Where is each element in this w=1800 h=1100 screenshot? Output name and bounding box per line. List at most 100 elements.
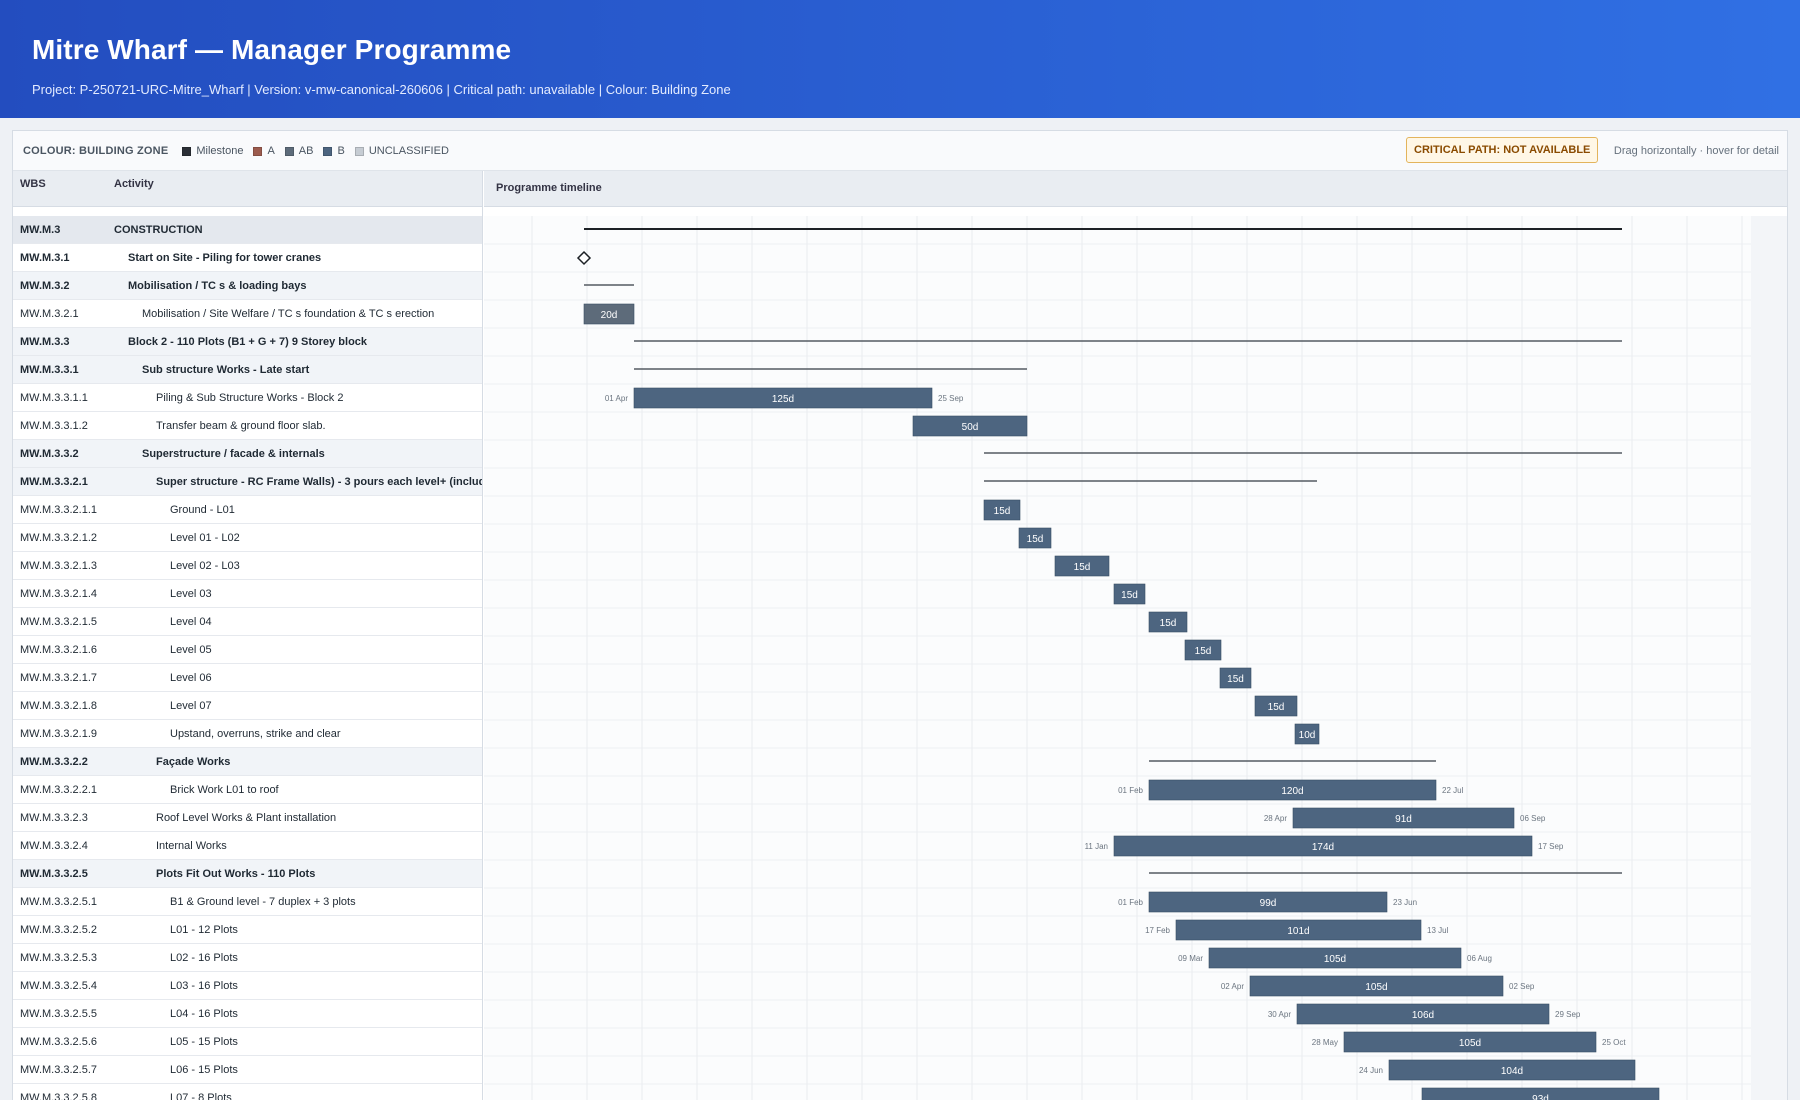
timeline-header: Programme timeline xyxy=(484,171,1787,207)
task-bar[interactable] xyxy=(1388,1059,1636,1081)
column-header-activity[interactable]: Activity xyxy=(114,178,154,190)
table-row[interactable]: MW.M.3.3.2.4 Internal Works xyxy=(13,832,482,860)
table-row[interactable]: MW.M.3.3.2.1.7 Level 06 xyxy=(13,664,482,692)
table-row[interactable]: MW.M.3.3.2.1 Super structure - RC Frame W… xyxy=(13,468,482,496)
table-row[interactable]: MW.M.3.3.2.1.2 Level 01 - L02 xyxy=(13,524,482,552)
task-bar[interactable] xyxy=(983,499,1021,521)
duration-label: 15d xyxy=(1227,674,1244,685)
legend-item: Milestone xyxy=(182,145,243,157)
wbs-code: MW.M.3.3.2.1.1 xyxy=(20,504,98,516)
table-row[interactable]: MW.M.3.3.1.1 Piling & Sub Structure Works… xyxy=(13,384,482,412)
activity-name: L04 - 16 Plots xyxy=(170,1008,238,1020)
table-row[interactable]: MW.M.3.3.2.5.6 L05 - 15 Plots xyxy=(13,1028,482,1056)
task-bar[interactable] xyxy=(1249,975,1504,997)
table-row[interactable]: MW.M.3.3.2.1.4 Level 03 xyxy=(13,580,482,608)
wbs-code: MW.M.3.3.1.2 xyxy=(20,420,88,432)
task-bar[interactable] xyxy=(1148,891,1388,913)
task-bar[interactable] xyxy=(1421,1087,1660,1100)
legend-item: A xyxy=(253,145,275,157)
activity-name: Level 06 xyxy=(170,672,212,684)
task-bar[interactable] xyxy=(1175,919,1422,941)
table-row[interactable]: MW.M.3.3.2.1.1 Ground - L01 xyxy=(13,496,482,524)
table-row[interactable]: MW.M.3.3.2.5.2 L01 - 12 Plots xyxy=(13,916,482,944)
task-bar[interactable] xyxy=(1294,723,1320,745)
end-date-label: 17 Sep xyxy=(1538,842,1564,851)
table-row[interactable]: MW.M.3.3.2.5.8 L07 - 8 Plots xyxy=(13,1084,482,1100)
wbs-code: MW.M.3.2 xyxy=(20,280,70,292)
gantt-chart[interactable]: 20d 125d 01 Apr 25 Sep 50d 15d 15d 15d 15d 15d 15d… xyxy=(484,207,1788,1100)
table-row[interactable]: MW.M.3.3.1 Sub structure Works - Late sta… xyxy=(13,356,482,384)
legend-label: UNCLASSIFIED xyxy=(368,145,449,157)
wbs-code: MW.M.3.3.2.5.5 xyxy=(20,1008,98,1020)
column-header-wbs[interactable]: WBS xyxy=(20,178,46,190)
table-row[interactable]: MW.M.3.3.1.2 Transfer beam & ground floor… xyxy=(13,412,482,440)
table-row[interactable]: MW.M.3.3.2.5.1 B1 & Ground level - 7 dupl… xyxy=(13,888,482,916)
activity-name: Super structure - RC Frame Walls) - 3 po… xyxy=(156,476,482,488)
wbs-code: MW.M.3.3.2.5.8 xyxy=(20,1092,98,1100)
task-bar[interactable] xyxy=(912,415,1028,437)
duration-label: 20d xyxy=(601,310,618,321)
task-bar[interactable] xyxy=(1184,639,1222,661)
legend-swatch xyxy=(354,146,364,156)
wbs-code: MW.M.3.3.2.1.2 xyxy=(20,532,98,544)
table-row[interactable]: MW.M.3.3.2.5.4 L03 - 16 Plots xyxy=(13,972,482,1000)
duration-label: 125d xyxy=(772,394,794,405)
activity-name: Internal Works xyxy=(156,840,227,852)
task-bar[interactable] xyxy=(1148,779,1437,801)
activity-name: L05 - 15 Plots xyxy=(170,1036,238,1048)
duration-label: 15d xyxy=(1121,590,1138,601)
activity-name: Level 02 - L03 xyxy=(170,560,240,572)
table-row[interactable]: MW.M.3.3.2.1.9 Upstand, overruns, strike … xyxy=(13,720,482,748)
table-row[interactable]: MW.M.3.3.2.3 Roof Level Works & Plant ins… xyxy=(13,804,482,832)
table-row[interactable]: MW.M.3.3.2.2.1 Brick Work L01 to roof xyxy=(13,776,482,804)
wbs-code: MW.M.3.3.2.5.2 xyxy=(20,924,98,936)
table-row[interactable]: MW.M.3.2.1 Mobilisation / Site Welfare / … xyxy=(13,300,482,328)
task-bar[interactable] xyxy=(633,387,933,409)
task-bar[interactable] xyxy=(1254,695,1298,717)
table-row[interactable]: MW.M.3.3.2.5 Plots Fit Out Works - 110 Pl… xyxy=(13,860,482,888)
table-row[interactable]: MW.M.3.3.2.5.3 L02 - 16 Plots xyxy=(13,944,482,972)
activity-name: Brick Work L01 to roof xyxy=(170,784,279,796)
table-row[interactable]: MW.M.3.3.2.1.8 Level 07 xyxy=(13,692,482,720)
task-bar[interactable] xyxy=(1296,1003,1550,1025)
wbs-code: MW.M.3.3.2.1.5 xyxy=(20,616,98,628)
activity-name: L03 - 16 Plots xyxy=(170,980,238,992)
task-bar[interactable] xyxy=(1113,835,1533,857)
task-bar[interactable] xyxy=(1219,667,1252,689)
task-bar[interactable] xyxy=(1018,527,1052,549)
table-row[interactable]: MW.M.3.3.2.5.5 L04 - 16 Plots xyxy=(13,1000,482,1028)
activity-name: Plots Fit Out Works - 110 Plots xyxy=(156,868,316,880)
task-bar[interactable] xyxy=(1343,1031,1597,1053)
duration-label: 91d xyxy=(1395,814,1412,825)
table-row[interactable]: MW.M.3.3.2.1.6 Level 05 xyxy=(13,636,482,664)
task-bar[interactable] xyxy=(583,303,635,325)
task-bar[interactable] xyxy=(1148,611,1188,633)
table-row[interactable]: MW.M.3.1 Start on Site - Piling for tower… xyxy=(13,244,482,272)
task-bar[interactable] xyxy=(1054,555,1110,577)
task-bar[interactable] xyxy=(1113,583,1146,605)
task-bar[interactable] xyxy=(1208,947,1462,969)
table-row[interactable]: MW.M.3.3 Block 2 - 110 Plots (B1 + G + 7)… xyxy=(13,328,482,356)
start-date-label: 17 Feb xyxy=(1145,926,1170,935)
table-row[interactable]: MW.M.3.3.2.2 Façade Works xyxy=(13,748,482,776)
table-row[interactable]: MW.M.3.3.2 Superstructure / facade & inte… xyxy=(13,440,482,468)
page-title: Mitre Wharf — Manager Programme xyxy=(32,34,512,65)
table-row[interactable]: MW.M.3.2 Mobilisation / TC s & loading ba… xyxy=(13,272,482,300)
duration-label: 15d xyxy=(1160,618,1177,629)
timeline-title: Programme timeline xyxy=(496,182,602,194)
activity-name: Mobilisation / Site Welfare / TC s found… xyxy=(142,308,435,320)
table-row[interactable]: MW.M.3 CONSTRUCTION xyxy=(13,216,482,244)
table-row[interactable]: MW.M.3.3.2.1.5 Level 04 xyxy=(13,608,482,636)
activity-name: Level 05 xyxy=(170,644,212,656)
table-row[interactable]: MW.M.3.3.2.1.3 Level 02 - L03 xyxy=(13,552,482,580)
task-bar[interactable] xyxy=(1292,807,1515,829)
timeline-pane[interactable]: Programme timeline 20d 125d 01 Apr 25 Sep 50… xyxy=(484,171,1788,1100)
activity-name: Mobilisation / TC s & loading bays xyxy=(128,280,307,292)
table-row[interactable]: MW.M.3.3.2.5.7 L06 - 15 Plots xyxy=(13,1056,482,1084)
activity-name: L02 - 16 Plots xyxy=(170,952,238,964)
wbs-code: MW.M.3.3.2.1.6 xyxy=(20,644,98,656)
milestone-diamond[interactable] xyxy=(576,250,592,266)
page-header: Mitre Wharf — Manager Programme Project:… xyxy=(0,0,1800,118)
wbs-code: MW.M.3.3.2.2 xyxy=(20,756,88,768)
duration-label: 15d xyxy=(1027,534,1044,545)
